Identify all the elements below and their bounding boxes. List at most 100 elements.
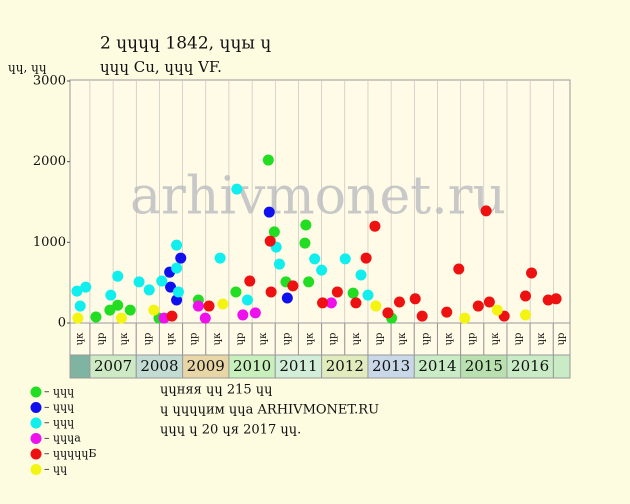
point bbox=[369, 220, 381, 232]
note: ɥ ɥɥɥɥим ɥɥа ARHIVMONET.RU bbox=[160, 403, 379, 418]
point bbox=[316, 264, 328, 276]
point bbox=[339, 253, 351, 265]
point bbox=[325, 297, 337, 309]
column-label: ɥк bbox=[444, 332, 455, 345]
point bbox=[550, 293, 562, 305]
column-label: ɥр bbox=[281, 333, 292, 346]
point bbox=[112, 299, 124, 311]
year-label: 2009 bbox=[187, 357, 225, 375]
legend-label: – ɥɥ bbox=[44, 463, 67, 476]
note: ɥɥɥ ɥ 20 ɥя 2017 ɥɥ. bbox=[160, 423, 301, 438]
legend-label: – ɥɥɥа bbox=[44, 432, 81, 445]
year-label: 2011 bbox=[279, 357, 317, 375]
point bbox=[199, 312, 211, 324]
point bbox=[362, 289, 374, 301]
legend-marker bbox=[30, 386, 42, 398]
point bbox=[526, 267, 538, 279]
point bbox=[105, 289, 117, 301]
point bbox=[355, 269, 367, 281]
point bbox=[244, 275, 256, 287]
point bbox=[273, 258, 285, 270]
point bbox=[80, 281, 92, 293]
legend-marker bbox=[30, 433, 42, 444]
point bbox=[483, 296, 495, 308]
year-label: 2013 bbox=[372, 357, 410, 375]
point bbox=[480, 205, 492, 217]
plot-area bbox=[69, 79, 571, 324]
point bbox=[491, 304, 503, 316]
point bbox=[74, 300, 86, 312]
point bbox=[303, 276, 315, 288]
watermark: arhivmonet.ru bbox=[130, 167, 506, 227]
point bbox=[350, 297, 362, 309]
point bbox=[265, 286, 277, 298]
y-axis-label: ɥɥ, ɥɥ bbox=[8, 61, 47, 75]
column-label: ɥр bbox=[467, 333, 478, 346]
point bbox=[172, 286, 184, 298]
point bbox=[441, 306, 453, 318]
point bbox=[112, 270, 124, 282]
point bbox=[393, 296, 405, 308]
point bbox=[156, 275, 168, 287]
point bbox=[268, 226, 280, 238]
legend-marker bbox=[30, 417, 42, 429]
column-label: ɥр bbox=[189, 333, 200, 346]
point bbox=[90, 311, 102, 323]
point bbox=[317, 297, 329, 309]
column-label: ɥк bbox=[212, 332, 223, 345]
legend-label: – ɥɥɥ bbox=[44, 416, 74, 429]
year-cell bbox=[506, 354, 554, 379]
column-label: ɥр bbox=[328, 333, 339, 346]
year-label: 2015 bbox=[465, 357, 503, 375]
year-label: 2012 bbox=[326, 357, 364, 375]
note: ɥɥняя ɥɥ 215 ɥɥ bbox=[160, 383, 273, 398]
point bbox=[459, 312, 471, 324]
column-label: ɥк bbox=[490, 332, 501, 345]
point bbox=[217, 298, 229, 310]
legend-marker bbox=[30, 448, 42, 460]
column-label: ɥк bbox=[166, 332, 177, 345]
point bbox=[472, 300, 484, 312]
point bbox=[237, 309, 249, 321]
column-label: ɥк bbox=[305, 332, 316, 345]
column-label: ɥк bbox=[258, 332, 269, 345]
point bbox=[300, 219, 312, 231]
year-label: 2014 bbox=[418, 357, 456, 375]
column-label: ɥр bbox=[513, 333, 524, 346]
point bbox=[309, 253, 321, 265]
y-tick-label: 3000 bbox=[33, 74, 66, 89]
point bbox=[175, 252, 187, 264]
point bbox=[171, 239, 183, 251]
year-label: 2010 bbox=[233, 357, 271, 375]
y-tick-label: 2000 bbox=[33, 154, 66, 169]
year-label: 2016 bbox=[511, 357, 549, 375]
point bbox=[331, 286, 343, 298]
legend-marker bbox=[30, 402, 42, 413]
column-label: ɥр bbox=[420, 333, 431, 346]
point bbox=[263, 206, 275, 218]
point bbox=[203, 300, 215, 312]
year-label: 2008 bbox=[140, 357, 178, 375]
column-label: ɥр bbox=[142, 333, 153, 346]
point bbox=[382, 307, 394, 319]
point bbox=[249, 307, 261, 319]
point bbox=[214, 252, 226, 264]
point bbox=[520, 290, 532, 302]
point bbox=[71, 285, 83, 297]
y-tick-label: 1000 bbox=[33, 235, 66, 250]
year-cell-tail bbox=[552, 354, 571, 379]
point bbox=[264, 235, 276, 247]
point bbox=[166, 310, 178, 322]
point bbox=[281, 292, 293, 304]
legend-label: – ɥɥɥ bbox=[44, 401, 74, 414]
point bbox=[115, 312, 127, 324]
point bbox=[231, 183, 243, 195]
column-label: ɥк bbox=[397, 332, 408, 345]
legend-label: – ɥɥɥɥɥБ bbox=[44, 447, 97, 460]
chart-title: 2 ɥɥɥɥ 1842, ɥɥы ɥ bbox=[100, 34, 271, 54]
point bbox=[299, 237, 311, 249]
column-label: ɥр bbox=[556, 333, 567, 346]
column-label: ɥк bbox=[119, 332, 130, 345]
point bbox=[192, 300, 204, 312]
column-label: ɥр bbox=[374, 333, 385, 346]
